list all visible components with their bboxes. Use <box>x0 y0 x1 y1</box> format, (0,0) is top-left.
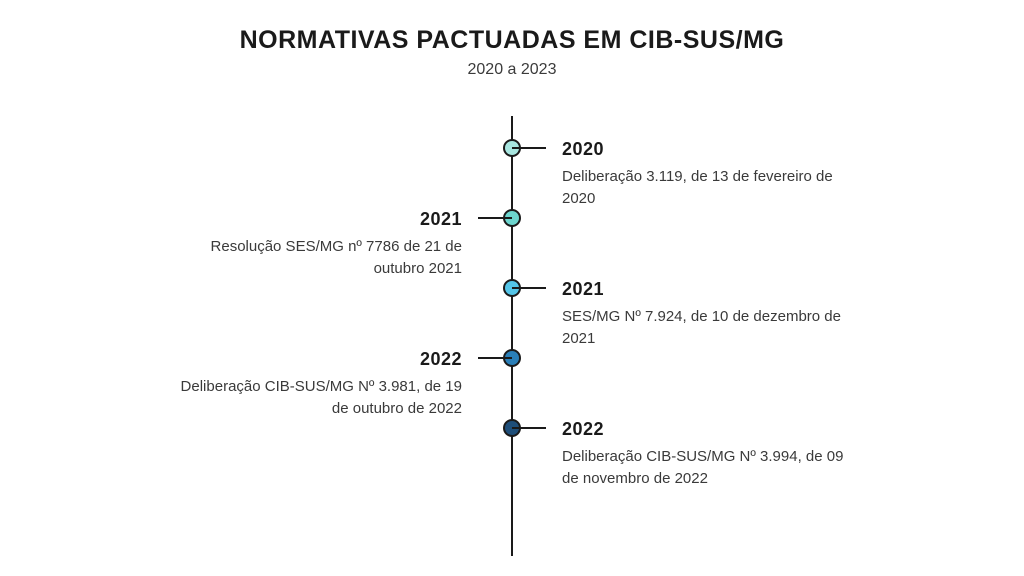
timeline-entry-desc: Deliberação 3.119, de 13 de fevereiro de… <box>562 166 852 210</box>
timeline-entry-desc: Deliberação CIB-SUS/MG Nº 3.981, de 19 d… <box>172 376 462 420</box>
timeline-axis <box>511 116 513 556</box>
timeline-entry-year: 2021 <box>562 279 852 300</box>
timeline-entry: 2020 Deliberação 3.119, de 13 de fevereir… <box>562 139 852 210</box>
timeline-connector <box>512 427 546 429</box>
timeline-entry-desc: Resolução SES/MG nº 7786 de 21 de outubr… <box>172 236 462 280</box>
timeline-entry: 2021 Resolução SES/MG nº 7786 de 21 de ou… <box>172 209 462 280</box>
timeline-entry-desc: SES/MG Nº 7.924, de 10 de dezembro de 20… <box>562 306 852 350</box>
timeline-connector <box>512 147 546 149</box>
timeline-entry: 2022 Deliberação CIB-SUS/MG Nº 3.994, de … <box>562 419 852 490</box>
timeline-entry: 2022 Deliberação CIB-SUS/MG Nº 3.981, de … <box>172 349 462 420</box>
page-title: NORMATIVAS PACTUADAS EM CIB-SUS/MG <box>0 0 1024 55</box>
timeline-entry-year: 2021 <box>172 209 462 230</box>
timeline-entry-year: 2022 <box>172 349 462 370</box>
timeline-entry: 2021 SES/MG Nº 7.924, de 10 de dezembro d… <box>562 279 852 350</box>
timeline-connector <box>478 217 512 219</box>
timeline-connector <box>512 287 546 289</box>
timeline-entry-year: 2020 <box>562 139 852 160</box>
timeline-connector <box>478 357 512 359</box>
timeline-entry-year: 2022 <box>562 419 852 440</box>
timeline-entry-desc: Deliberação CIB-SUS/MG Nº 3.994, de 09 d… <box>562 446 852 490</box>
page-subtitle: 2020 a 2023 <box>0 61 1024 79</box>
